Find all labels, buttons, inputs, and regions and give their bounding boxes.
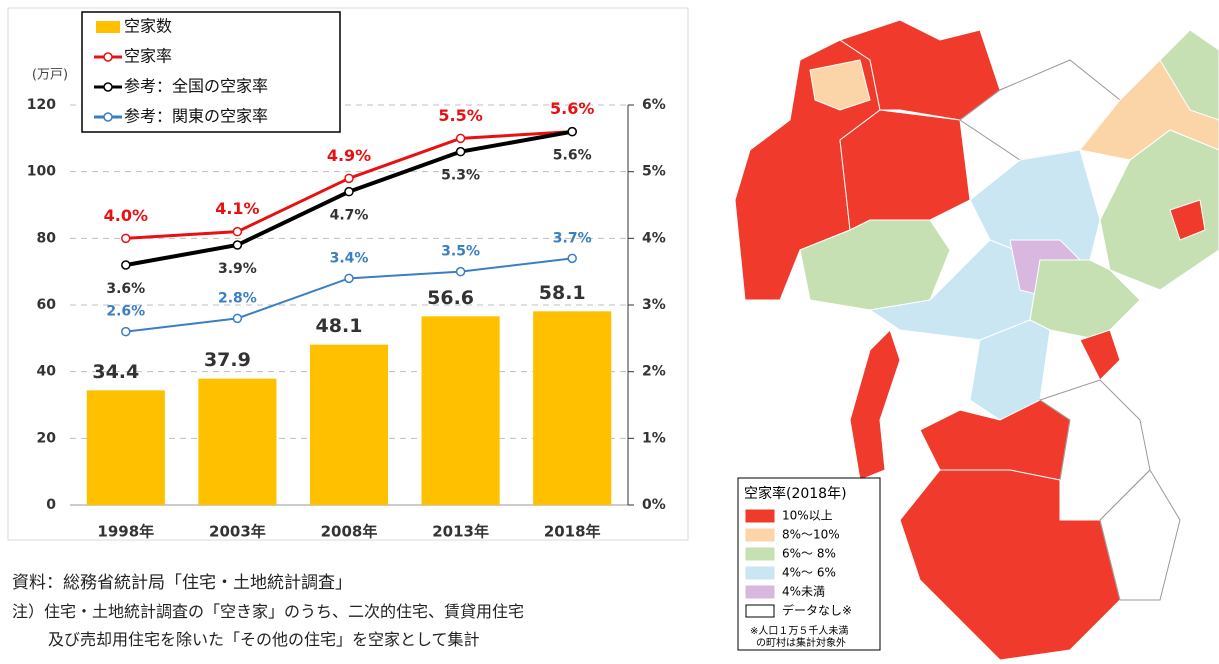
- map-legend-label: 4%～ 6%: [782, 566, 836, 580]
- x-tick-label: 1998年: [97, 523, 154, 541]
- y2-tick-label: 4%: [642, 230, 666, 246]
- legend-label: 空家率: [124, 47, 172, 66]
- legend-label: 参考：全国の空家率: [124, 77, 268, 96]
- point-label: 3.6%: [106, 281, 145, 297]
- region: [1099, 469, 1181, 601]
- point: [567, 253, 577, 264]
- point: [455, 146, 466, 157]
- point: [121, 260, 131, 270]
- point: [567, 126, 577, 137]
- x-tick-label: 2008年: [321, 523, 378, 541]
- note: 及び売却用住宅を除いた「その他の住宅」を空家として集計: [48, 630, 480, 649]
- legend-swatch: [103, 52, 113, 62]
- y2-tick-label: 0%: [642, 497, 666, 513]
- y-tick-label: 100: [27, 164, 56, 180]
- region: [799, 219, 951, 311]
- legend-swatch: [103, 112, 113, 122]
- legend-frame: [81, 11, 341, 133]
- point-label: 3.5%: [441, 244, 480, 260]
- region: [809, 59, 871, 111]
- point: [344, 273, 354, 284]
- bar-label: 56.6: [427, 287, 474, 309]
- bar: [309, 344, 389, 505]
- map-legend-footnote: の町村は集計対象外: [756, 636, 846, 649]
- y-tick-label: 0: [46, 497, 56, 513]
- point-label: 4.9%: [327, 146, 371, 165]
- legend-swatch: [96, 21, 120, 33]
- bar: [86, 390, 165, 505]
- y-tick-label: 60: [37, 297, 57, 313]
- note: 注）住宅・土地統計調査の「空き家」のうち、二次的住宅、賃貸用住宅: [12, 602, 525, 621]
- point: [121, 326, 131, 337]
- point: [121, 233, 131, 244]
- bar: [198, 378, 277, 505]
- point: [232, 226, 243, 237]
- point-label: 3.9%: [218, 261, 257, 277]
- point-label: 3.7%: [553, 230, 592, 246]
- legend-label: 参考：関東の空家率: [124, 107, 268, 126]
- region: [839, 109, 971, 231]
- bar: [421, 316, 500, 505]
- x-tick-label: 2003年: [209, 523, 266, 541]
- y-tick-label: 80: [37, 230, 57, 246]
- point: [232, 240, 243, 250]
- y-tick-label: 20: [37, 430, 57, 446]
- map-legend-label: 10%以上: [782, 509, 833, 523]
- bar-label: 34.4: [92, 361, 139, 383]
- y2-tick-label: 1%: [642, 430, 666, 446]
- point-label: 4.0%: [104, 206, 148, 225]
- map-legend-swatch: [745, 528, 775, 542]
- bar-label: 58.1: [539, 282, 586, 304]
- bar-label: 37.9: [204, 349, 251, 371]
- map-legend-footnote: ※人口１万５千人未満: [750, 625, 848, 637]
- legend-swatch: [103, 82, 113, 92]
- map-legend-swatch: [745, 585, 775, 599]
- x-tick-label: 2013年: [432, 523, 489, 541]
- point-label: 3.4%: [330, 250, 369, 266]
- point: [455, 133, 466, 144]
- point-label: 5.5%: [438, 106, 482, 125]
- map-legend-label: 8%～10%: [782, 528, 840, 542]
- region: [1099, 129, 1219, 291]
- region: [1079, 329, 1121, 381]
- map-legend-swatch: [745, 547, 775, 561]
- bar: [533, 311, 612, 505]
- region: [1169, 199, 1206, 241]
- point-label: 2.8%: [218, 290, 257, 306]
- y2-tick-label: 5%: [642, 164, 666, 180]
- point: [344, 186, 354, 197]
- point-label: 5.3%: [441, 168, 480, 184]
- point-label: 5.6%: [550, 99, 594, 118]
- point-label: 5.6%: [553, 148, 592, 164]
- legend-label: 空家数: [124, 17, 172, 36]
- point-label: 4.1%: [215, 199, 259, 218]
- y2-tick-label: 2%: [642, 364, 666, 380]
- point: [344, 173, 354, 184]
- map-legend-label: 6%～ 8%: [782, 547, 836, 561]
- map-legend-swatch: [745, 566, 775, 580]
- y2-tick-label: 6%: [642, 97, 666, 113]
- y-axis-label: (万戸): [32, 68, 68, 83]
- y-tick-label: 40: [37, 364, 57, 380]
- point: [232, 313, 243, 324]
- point-label: 2.6%: [106, 304, 145, 320]
- source-note: 資料：総務省統計局「住宅・土地統計調査」: [12, 573, 352, 593]
- y-tick-label: 120: [27, 97, 56, 113]
- map-legend-title: 空家率(2018年): [744, 485, 847, 502]
- bar-label: 48.1: [316, 315, 363, 337]
- map-legend-label: 4%未満: [782, 585, 825, 599]
- region: [1159, 29, 1219, 121]
- map-legend-frame: [737, 477, 881, 651]
- map: [734, 19, 1219, 661]
- y2-tick-label: 3%: [642, 297, 666, 313]
- map-legend-label: データなし※: [782, 603, 852, 618]
- point: [455, 266, 466, 277]
- map-legend-swatch: [745, 604, 775, 618]
- region: [849, 329, 901, 481]
- x-tick-label: 2018年: [544, 523, 601, 541]
- point-label: 4.7%: [330, 208, 369, 224]
- map-legend-swatch: [745, 509, 775, 523]
